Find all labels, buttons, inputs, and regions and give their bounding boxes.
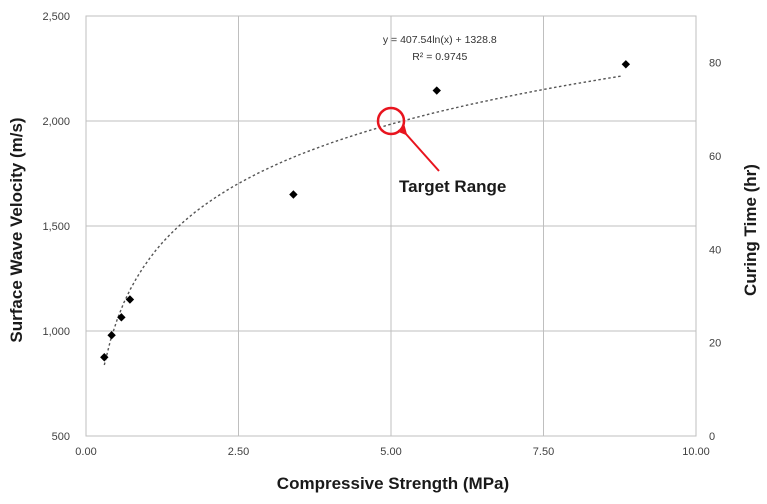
y2-axis-title: Curing Time (hr) <box>741 164 760 296</box>
x-tick-label: 5.00 <box>380 446 401 458</box>
r-squared-text: R² = 0.9745 <box>412 51 467 63</box>
target-range-label: Target Range <box>399 177 506 196</box>
plot-frame <box>85 15 697 437</box>
y-tick-label: 2,500 <box>42 11 70 23</box>
y-tick-label: 2,000 <box>42 116 70 128</box>
y-tick-label: 1,500 <box>42 221 70 233</box>
y-tick-label: 1,000 <box>42 326 70 338</box>
data-points <box>100 60 631 362</box>
y-axis-title: Surface Wave Velocity (m/s) <box>7 117 26 342</box>
data-point <box>107 331 116 340</box>
trendline <box>103 75 623 366</box>
equation-text: y = 407.54ln(x) + 1328.8 <box>383 34 497 46</box>
y2-tick-labels: 0 20 40 60 80 <box>709 58 721 443</box>
data-point <box>621 60 631 69</box>
x-tick-labels: 0.00 2.50 5.00 7.50 10.00 <box>75 446 709 458</box>
x-tick-label: 0.00 <box>75 446 96 458</box>
data-point <box>289 190 298 199</box>
x-axis-title: Compressive Strength (MPa) <box>277 474 509 493</box>
data-point <box>125 295 135 304</box>
trendline-equation: y = 407.54ln(x) + 1328.8 R² = 0.9745 <box>383 34 497 63</box>
y-tick-label: 500 <box>52 431 70 443</box>
data-point <box>117 313 126 322</box>
x-tick-label: 2.50 <box>228 446 249 458</box>
y2-tick-label: 20 <box>709 338 721 350</box>
data-point <box>100 353 109 362</box>
y2-tick-label: 40 <box>709 244 721 256</box>
x-tick-label: 10.00 <box>682 446 710 458</box>
y2-tick-label: 80 <box>709 58 721 70</box>
target-arrow <box>396 124 440 172</box>
y2-tick-label: 0 <box>709 431 715 443</box>
target-circle <box>376 106 406 136</box>
data-point <box>432 86 441 95</box>
y2-tick-label: 60 <box>709 151 721 163</box>
y-tick-labels: 500 1,000 1,500 2,000 2,500 <box>42 11 70 443</box>
x-tick-label: 7.50 <box>533 446 554 458</box>
